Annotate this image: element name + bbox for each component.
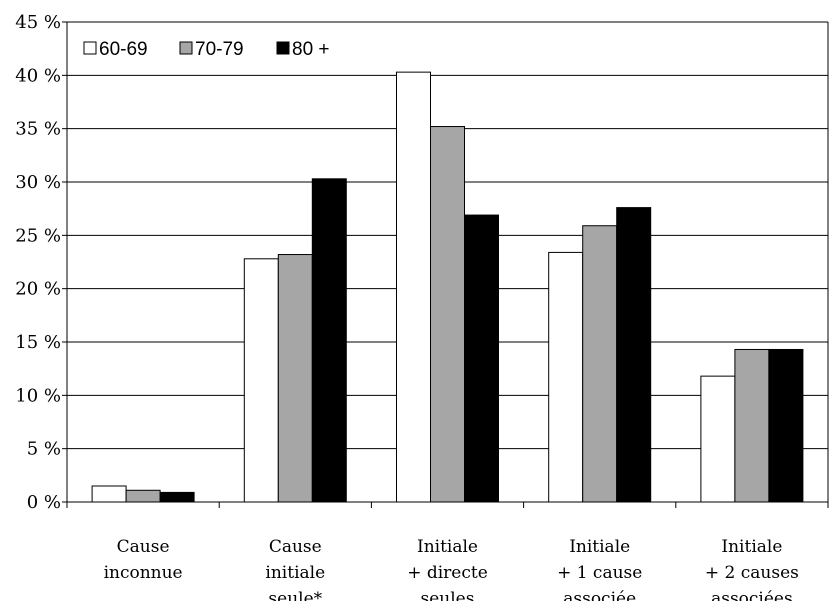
bars [91, 71, 804, 503]
bar [159, 491, 195, 503]
x-category-label: + 2 causes [705, 563, 799, 583]
x-category-label: Initiale [569, 537, 630, 557]
bar [700, 375, 736, 503]
y-tick-label: 15 % [15, 332, 61, 353]
x-category-label: Cause [269, 537, 322, 557]
bar [582, 225, 618, 503]
bar [734, 348, 770, 503]
legend-swatch [276, 41, 290, 55]
bar [616, 207, 652, 503]
bar [311, 178, 347, 503]
x-axis: Cause inconnue Cause initiale seule* Initiale… [66, 501, 829, 601]
bar [243, 258, 279, 503]
y-tick-label: 45 % [15, 12, 61, 33]
x-category-label: seules [421, 589, 475, 601]
x-category-label: seule* [268, 589, 322, 601]
bar [548, 251, 584, 503]
legend: 60-69 70-79 80 + [83, 39, 330, 60]
x-category-label: + 1 cause [557, 563, 642, 583]
x-category-label: Initiale [417, 537, 478, 557]
legend-label: 60-69 [99, 39, 148, 60]
y-tick-label: 30 % [15, 172, 61, 193]
y-tick-label: 5 % [27, 439, 61, 460]
legend-label: 70-79 [195, 39, 244, 60]
x-category-label: associée [563, 589, 636, 601]
y-tick-label: 10 % [15, 385, 61, 406]
bar [125, 489, 161, 503]
y-tick-label: 25 % [15, 225, 61, 246]
x-category-label: initiale [265, 563, 325, 583]
x-category-label: associées [711, 589, 793, 601]
legend-swatch [179, 41, 193, 55]
bar [430, 126, 465, 503]
x-category-label: Initiale [721, 537, 782, 557]
bar [396, 71, 431, 503]
bar [768, 348, 804, 503]
x-category-label: Cause [117, 537, 170, 557]
bar [464, 214, 499, 503]
bar [277, 254, 313, 503]
legend-label: 80 + [292, 39, 330, 60]
y-tick-label: 0 % [27, 492, 61, 513]
y-tick-label: 20 % [15, 279, 61, 300]
bar [91, 485, 127, 503]
x-category-label: + directe [407, 563, 488, 583]
legend-swatch [83, 41, 97, 55]
y-axis: 0 % 5 % 10 % 15 % 20 % 25 % 30 % 35 % 40 % 45 % [15, 12, 68, 513]
y-tick-label: 40 % [15, 65, 61, 86]
y-tick-label: 35 % [15, 119, 61, 140]
x-category-label: inconnue [104, 563, 183, 583]
